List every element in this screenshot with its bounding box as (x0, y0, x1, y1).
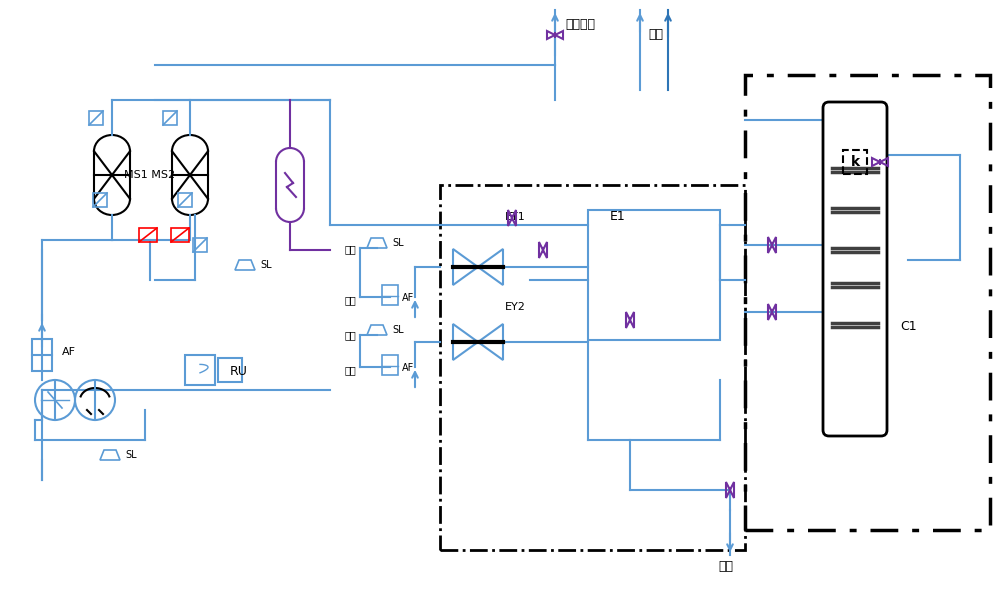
Bar (382, 285, 398, 305)
Text: SL: SL (392, 238, 404, 248)
Text: 进气: 进气 (345, 365, 357, 375)
Text: C1: C1 (900, 320, 917, 333)
Text: 放空: 放空 (345, 330, 357, 340)
Text: ET1: ET1 (505, 212, 526, 222)
Bar (588, 210, 720, 340)
FancyBboxPatch shape (823, 102, 887, 436)
Text: RU: RU (230, 365, 248, 378)
Bar (171, 228, 189, 242)
Bar (440, 185, 745, 550)
Bar (218, 358, 242, 382)
Text: 液氮: 液氮 (718, 560, 733, 573)
Text: k: k (850, 155, 860, 169)
Bar (193, 238, 207, 252)
Text: 进气: 进气 (345, 295, 357, 305)
Bar (139, 228, 157, 242)
Text: SL: SL (392, 325, 404, 335)
Bar (163, 111, 177, 125)
Text: SL: SL (125, 450, 137, 460)
Text: AF: AF (62, 347, 76, 357)
Bar (382, 355, 398, 375)
Text: AF: AF (402, 363, 414, 373)
Bar (89, 111, 103, 125)
Bar (745, 75, 990, 530)
Text: EY2: EY2 (505, 302, 526, 312)
Text: AF: AF (402, 293, 414, 303)
Bar (185, 355, 215, 385)
Text: 放空: 放空 (345, 244, 357, 254)
Text: E1: E1 (610, 210, 626, 223)
Bar (178, 193, 192, 207)
Bar (32, 339, 52, 371)
Text: 氮气: 氮气 (648, 28, 663, 41)
Bar (93, 193, 107, 207)
Text: MS1 MS2: MS1 MS2 (124, 170, 176, 180)
Text: 富氧空气: 富氧空气 (565, 18, 595, 31)
Text: SL: SL (260, 260, 272, 270)
Bar (843, 150, 867, 174)
